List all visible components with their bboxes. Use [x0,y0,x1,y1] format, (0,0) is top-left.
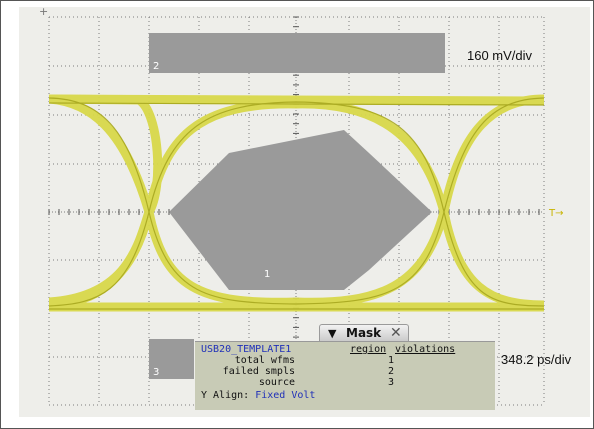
y-align-label: Y Align: [201,390,250,401]
stat-label: source [258,377,295,388]
mask-tab-title: Mask [346,326,382,340]
mask-region-2-label: 2 [153,61,159,72]
stat-label: total wfms [234,355,295,366]
stat-region: 2 [387,366,395,377]
horizontal-scale-label: 348.2 ps/div [501,352,572,367]
mask-tab[interactable]: ▼ Mask ✕ [319,324,409,342]
time-reference-marker: + [39,7,48,18]
mask-region-3 [149,339,194,379]
stat-region: 3 [387,377,395,388]
stat-region: 1 [387,355,395,366]
mask-panel: USB20_TEMPLATE1 region violations total … [195,341,495,410]
mask-region-3-label: 3 [153,367,159,378]
oscilloscope-display: 2 1 3 [19,7,590,417]
mask-region-1-label: 1 [264,269,270,280]
waveform-traces [49,94,544,312]
y-align-row: Y Align: Fixed Volt [201,390,315,401]
mask-region-2 [149,33,445,73]
mask-region-1 [169,130,432,290]
violations-column-header: violations [395,344,456,355]
mask-template-name: USB20_TEMPLATE1 [201,344,292,355]
region-column-header: region [350,344,387,355]
channel-level-marker: T→ [548,208,564,219]
eye-diagram: 2 1 3 [39,7,564,406]
chevron-down-icon[interactable]: ▼ [328,327,337,340]
y-align-value[interactable]: Fixed Volt [255,390,316,401]
close-icon[interactable]: ✕ [390,325,402,341]
vertical-scale-label: 160 mV/div [467,48,533,63]
stat-label: failed smpls [222,366,295,377]
